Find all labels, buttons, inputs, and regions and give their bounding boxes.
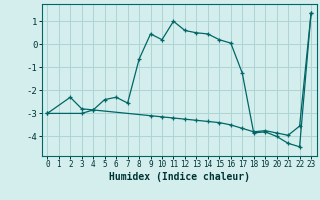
X-axis label: Humidex (Indice chaleur): Humidex (Indice chaleur) (109, 172, 250, 182)
